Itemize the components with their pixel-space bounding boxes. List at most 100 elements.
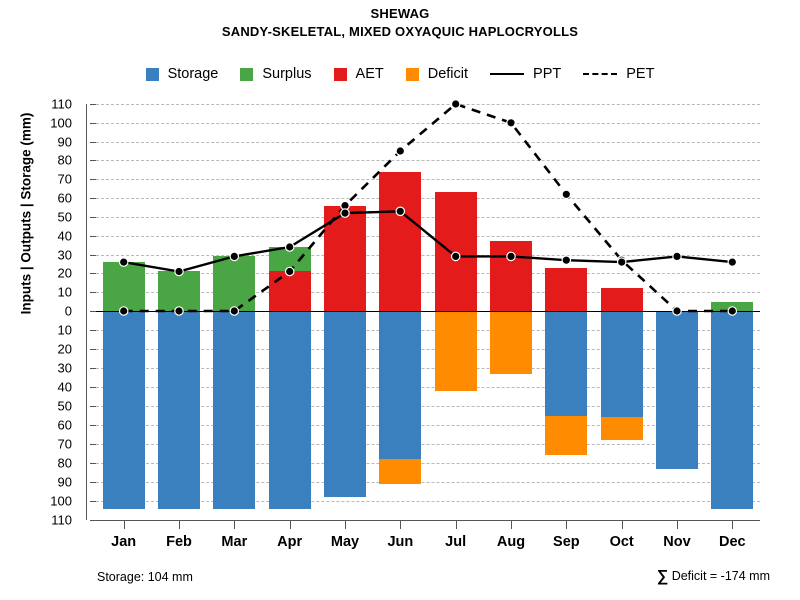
y-axis-tick-label: 80 [57, 152, 72, 168]
bar-deficit [434, 311, 477, 391]
legend-label: PET [626, 66, 655, 82]
bar-storage [711, 311, 754, 509]
y-axis-tick [90, 311, 97, 312]
x-axis-label-jul: Jul [445, 534, 467, 550]
legend-item-ppt[interactable]: PPT [490, 66, 561, 82]
gridline [96, 368, 760, 369]
deficit-text: Deficit = -174 mm [671, 569, 770, 583]
x-axis-tick [511, 520, 512, 529]
x-axis-tick [289, 520, 291, 529]
x-axis-tick [455, 520, 457, 529]
y-axis-tick-label: 70 [57, 171, 72, 187]
bar-surplus [213, 256, 256, 311]
gridline [96, 330, 760, 331]
pet-marker [506, 117, 516, 128]
x-axis-tick [123, 520, 125, 529]
gridline [96, 254, 760, 256]
ppt-marker [506, 251, 516, 262]
gridline [96, 198, 760, 200]
y-axis-tick-label: 70 [57, 436, 72, 452]
pet-marker [672, 306, 682, 316]
plot-bottom-line [96, 520, 760, 521]
page-title: SHEWAG SANDY-SKELETAL, MIXED OXYAQUIC HA… [0, 6, 800, 39]
legend-item-storage[interactable]: Storage [145, 66, 219, 82]
pet-marker [229, 306, 240, 316]
ppt-marker [118, 257, 129, 267]
y-axis-tick [90, 179, 97, 181]
pet-marker [395, 146, 406, 156]
ppt-marker [395, 206, 406, 217]
y-axis-tick-label: 30 [57, 360, 72, 376]
gridline [96, 122, 760, 124]
x-axis-label-mar: Mar [221, 534, 248, 550]
legend-item-deficit[interactable]: Deficit [405, 66, 468, 82]
ppt-marker [561, 255, 572, 265]
gridline [96, 104, 760, 105]
legend-swatch-surplus [240, 67, 254, 81]
legend-swatch-storage [145, 67, 159, 81]
ppt-line [123, 210, 733, 273]
ppt-marker [450, 251, 461, 262]
y-axis-tick [90, 349, 97, 350]
pet-marker [284, 266, 295, 277]
pet-marker [561, 189, 572, 200]
gridline [96, 482, 760, 483]
y-axis-tick-label: 40 [57, 379, 72, 395]
gridline [96, 444, 760, 445]
y-axis-tick [90, 216, 97, 218]
gridline [96, 349, 760, 350]
y-axis-tick [90, 425, 97, 426]
gridline [96, 179, 760, 181]
bar-storage [379, 311, 422, 484]
y-axis-tick-label: 60 [57, 417, 72, 433]
bar-storage [102, 311, 145, 509]
y-axis-tick [90, 141, 97, 143]
title-line-1: SHEWAG [370, 6, 430, 21]
bar-surplus [157, 271, 201, 311]
x-axis-label-feb: Feb [166, 534, 192, 550]
y-axis-tick [90, 368, 97, 369]
gridline [96, 273, 760, 275]
bar-storage [268, 311, 311, 509]
sigma-symbol: ∑ [656, 568, 669, 585]
x-axis-labels: Jan Feb Mar Apr May Jun Jul Aug Sep Oct Nov Dec [96, 534, 760, 558]
gridline [96, 406, 760, 407]
gridline [96, 292, 760, 294]
gridline [96, 387, 760, 388]
legend-item-surplus[interactable]: Surplus [240, 66, 312, 82]
legend-item-aet[interactable]: AET [333, 66, 384, 82]
y-axis-tick [90, 406, 97, 407]
legend-line-pet [583, 73, 618, 75]
y-axis-tick [90, 444, 97, 445]
x-axis-label-nov: Nov [663, 534, 691, 550]
line-overlay [118, 99, 738, 316]
y-axis-tick [90, 387, 97, 388]
x-axis-label-jun: Jun [387, 534, 414, 550]
legend-label: Storage [167, 66, 219, 82]
ppt-marker [616, 257, 627, 267]
y-axis-tick-label: 100 [50, 493, 72, 509]
legend-line-ppt [490, 73, 525, 75]
y-axis-tick [90, 104, 97, 105]
bar-aet [545, 267, 588, 311]
y-axis-tick-label: 20 [57, 265, 72, 281]
ppt-marker [229, 251, 240, 262]
legend-item-pet[interactable]: PET [583, 66, 654, 82]
bar-deficit [545, 415, 588, 456]
y-axis-tick [90, 122, 97, 124]
bar-storage [655, 311, 699, 469]
y-axis-tick [90, 330, 97, 331]
bar-storage [323, 311, 367, 498]
legend-swatch-deficit [405, 67, 419, 81]
gridline [96, 235, 760, 237]
y-axis-title: Inputs | Outputs | Storage (mm) [18, 112, 34, 315]
x-axis-tick [345, 520, 346, 529]
x-axis-label-jan: Jan [111, 534, 137, 550]
y-axis-tick [90, 501, 97, 502]
ppt-marker [340, 208, 350, 218]
ppt-marker [672, 251, 682, 262]
y-axis-tick [90, 273, 97, 275]
ppt-marker [174, 266, 184, 277]
y-axis-tick [90, 463, 97, 464]
